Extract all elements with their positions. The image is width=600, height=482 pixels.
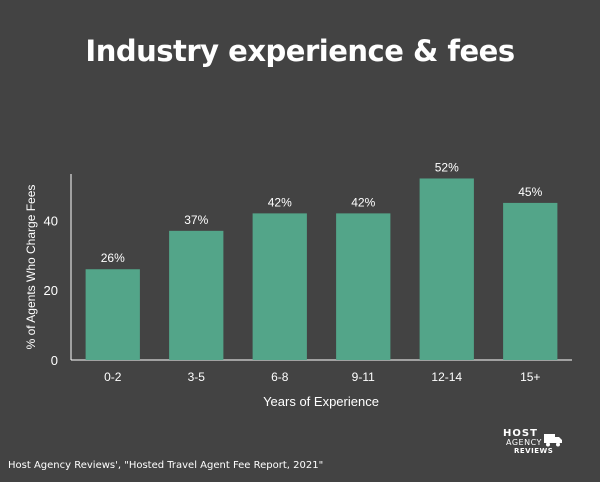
bar bbox=[252, 213, 307, 360]
data-label: 26% bbox=[101, 251, 125, 265]
logo-line-host: HOST bbox=[503, 428, 538, 439]
x-axis-label: Years of Experience bbox=[263, 394, 379, 409]
data-label: 42% bbox=[351, 195, 375, 209]
y-tick-label: 20 bbox=[44, 283, 58, 298]
x-tick-label: 0-2 bbox=[104, 370, 122, 384]
source-note: Host Agency Reviews', "Hosted Travel Age… bbox=[8, 460, 324, 471]
logo-line-agency: AGENCY bbox=[506, 438, 542, 447]
x-tick-label: 6-8 bbox=[271, 370, 289, 384]
bar bbox=[419, 178, 474, 360]
data-label: 42% bbox=[268, 195, 292, 209]
data-label: 52% bbox=[435, 160, 459, 174]
truck-icon bbox=[544, 434, 562, 447]
bars: 26% 37% 42% 42% 52% 45% bbox=[85, 160, 558, 360]
x-tick-label: 15+ bbox=[520, 370, 540, 384]
x-tick-label: 3-5 bbox=[188, 370, 206, 384]
chart-title: Industry experience & fees bbox=[85, 34, 515, 68]
bar bbox=[85, 269, 140, 360]
y-axis: 0 20 40 bbox=[44, 174, 72, 368]
x-tick-label: 9-11 bbox=[352, 370, 375, 384]
host-agency-reviews-logo: HOST AGENCY REVIEWS bbox=[500, 428, 570, 458]
bar bbox=[336, 213, 391, 360]
x-tick-label: 12-14 bbox=[431, 370, 462, 384]
bar bbox=[503, 202, 558, 360]
y-tick-label: 0 bbox=[51, 353, 58, 368]
data-label: 45% bbox=[518, 185, 542, 199]
y-tick-label: 40 bbox=[44, 213, 58, 228]
logo-line-reviews: REVIEWS bbox=[514, 447, 554, 455]
bar bbox=[169, 230, 224, 360]
data-label: 37% bbox=[184, 213, 208, 227]
y-axis-label: % of Agents Who Charge Fees bbox=[24, 185, 38, 350]
x-axis: 0-2 3-5 6-8 9-11 12-14 15+ bbox=[71, 359, 572, 384]
